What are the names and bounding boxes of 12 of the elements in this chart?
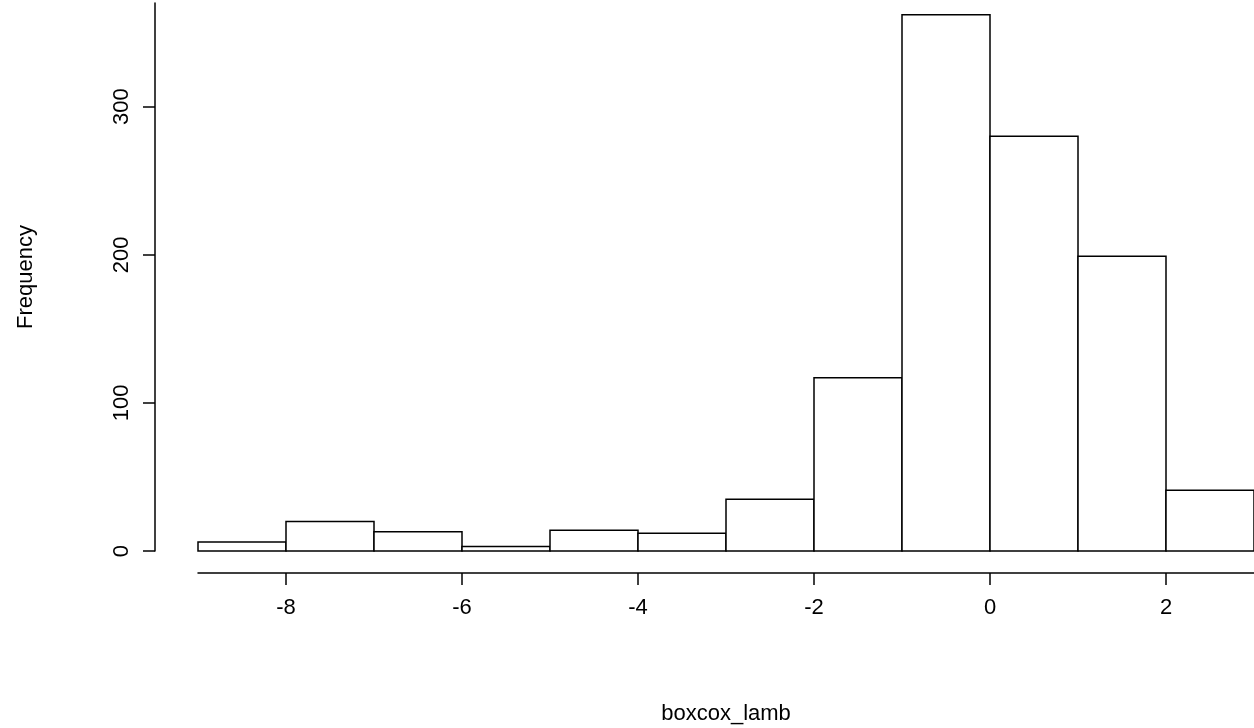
y-axis-title: Frequency [11, 225, 37, 329]
y-tick-label: 200 [107, 236, 133, 274]
x-tick-label: -6 [452, 593, 472, 619]
x-tick-label: 0 [983, 593, 997, 619]
x-tick-label: -8 [276, 593, 296, 619]
y-tick-label: 300 [107, 88, 133, 126]
x-tick-label: -2 [804, 593, 824, 619]
x-tick-label: 2 [1159, 593, 1173, 619]
x-tick-label: -4 [628, 593, 648, 619]
x-axis-title: boxcox_lamb [661, 699, 791, 725]
y-tick-label: 0 [107, 544, 133, 558]
y-tick-label: 100 [107, 384, 133, 422]
